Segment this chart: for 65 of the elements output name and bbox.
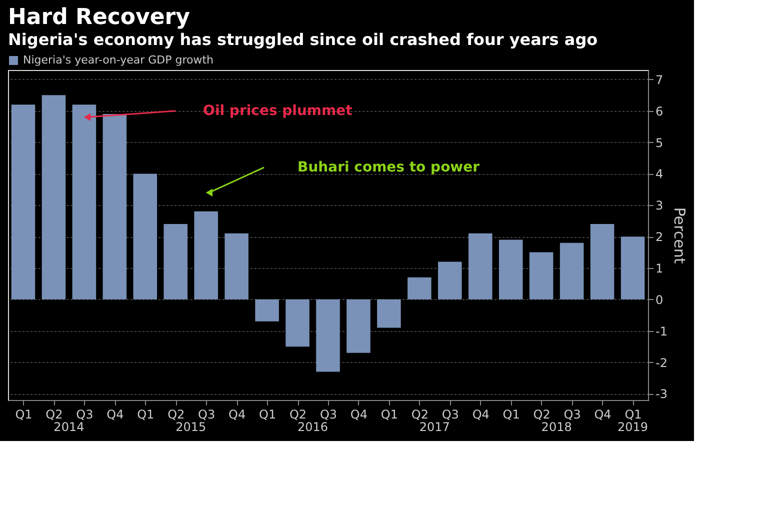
bar: [133, 174, 158, 300]
y-tick-label: -1: [656, 324, 668, 338]
bar: [346, 299, 370, 353]
annotation: Buhari comes to power: [298, 159, 480, 176]
y-tick-label: 2: [656, 230, 664, 244]
bar: [164, 224, 188, 300]
y-tick-label: 3: [656, 198, 664, 213]
x-tick-label: Q3: [76, 408, 94, 422]
x-tick-label: Q4: [228, 408, 246, 422]
x-tick-label: Q4: [594, 408, 612, 422]
bar: [11, 104, 36, 300]
bar: [255, 299, 279, 322]
text: 2015: [176, 420, 206, 434]
bar: [468, 233, 492, 300]
x-tick-label: Q1: [380, 408, 398, 422]
y-tick-label: 0: [656, 292, 664, 307]
bar: [194, 211, 218, 300]
bar: [224, 233, 248, 300]
bar: [377, 299, 401, 328]
x-tick-label: Q3: [198, 408, 216, 422]
x-tick-label: Q4: [472, 408, 490, 422]
y-tick-label: 5: [656, 136, 664, 150]
y-tick-label: 4: [656, 167, 664, 182]
chart-title: Hard Recovery: [8, 5, 190, 30]
x-tick-label: Q2: [168, 408, 185, 422]
x-tick-label: Q3: [564, 408, 581, 422]
annotation: Oil prices plummet: [203, 102, 353, 119]
bar: [438, 262, 462, 300]
x-tick-label: Q2: [46, 408, 63, 422]
x-tick-label: Q3: [320, 408, 338, 422]
y-axis-title: Percent: [670, 207, 688, 264]
y-tick-label: 6: [656, 104, 664, 118]
x-tick-label: Q2: [411, 408, 428, 422]
legend-label: Nigeria's year-on-year GDP growth: [23, 54, 214, 66]
bar: [408, 277, 432, 300]
text: 2014: [54, 420, 84, 434]
bar: [316, 299, 340, 372]
y-tick-label: 1: [656, 262, 664, 276]
x-tick-label: Q1: [137, 408, 154, 422]
y-tick-label: -3: [656, 387, 668, 402]
text: 2018: [541, 420, 572, 434]
x-tick-label: Q4: [350, 408, 368, 422]
bar: [72, 104, 96, 300]
text: 2016: [297, 420, 328, 434]
x-tick-label: Q1: [624, 408, 642, 422]
bar: [590, 224, 614, 300]
x-tick-label: Q4: [106, 408, 124, 422]
chart-subtitle: Nigeria's economy has struggled since oil crashed four years ago: [8, 30, 598, 49]
bar: [529, 252, 554, 300]
bar: [102, 114, 127, 300]
text: 2017: [419, 420, 450, 434]
bar: [286, 299, 310, 347]
bar: [42, 95, 66, 300]
text: 2019: [617, 420, 648, 434]
x-tick-label: Q1: [15, 408, 32, 422]
bar: [560, 242, 584, 300]
bar: [498, 240, 523, 300]
x-tick-label: Q3: [442, 408, 459, 422]
x-tick-label: Q1: [502, 408, 520, 422]
y-tick-label: -2: [656, 356, 668, 370]
x-tick-label: Q1: [259, 408, 276, 422]
bar: [620, 236, 645, 300]
x-tick-label: Q2: [289, 408, 307, 422]
y-tick-label: 7: [656, 72, 664, 87]
x-tick-label: Q2: [533, 408, 550, 422]
